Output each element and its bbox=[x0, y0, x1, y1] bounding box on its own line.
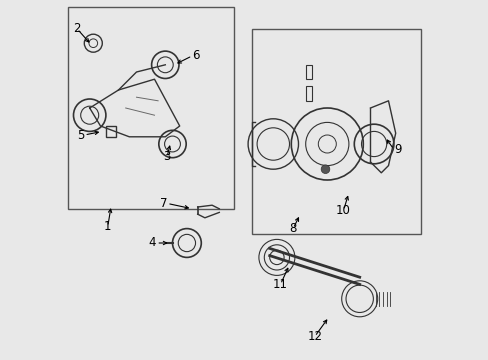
Bar bbox=[106, 126, 116, 137]
Text: 5: 5 bbox=[77, 129, 84, 141]
Text: 9: 9 bbox=[393, 143, 401, 156]
Text: 3: 3 bbox=[163, 150, 170, 163]
Text: 7: 7 bbox=[159, 197, 167, 210]
Text: 10: 10 bbox=[335, 204, 350, 217]
Text: 6: 6 bbox=[192, 49, 200, 62]
Text: 12: 12 bbox=[306, 330, 322, 343]
Bar bbox=[305, 65, 311, 79]
Text: 11: 11 bbox=[272, 278, 287, 291]
Text: 2: 2 bbox=[73, 22, 81, 35]
Text: 4: 4 bbox=[148, 237, 156, 249]
Bar bbox=[305, 86, 311, 101]
Text: 8: 8 bbox=[289, 222, 296, 235]
Circle shape bbox=[321, 165, 329, 174]
Text: 1: 1 bbox=[104, 220, 111, 233]
